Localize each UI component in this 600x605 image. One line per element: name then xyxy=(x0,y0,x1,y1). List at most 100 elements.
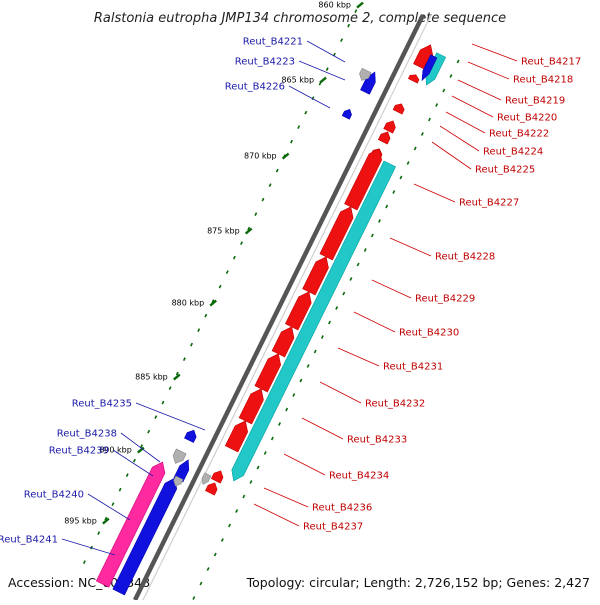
tick-label: 895 kbp xyxy=(64,517,97,526)
misc-feature-B4238[interactable] xyxy=(172,448,187,464)
leader-line-right xyxy=(301,417,344,440)
misc-feature-B4239[interactable] xyxy=(173,475,184,487)
minor-ticks-right xyxy=(420,132,424,136)
minor-ticks-right xyxy=(385,204,389,209)
minor-ticks-right xyxy=(399,175,403,180)
minor-ticks-left xyxy=(261,197,265,202)
minor-ticks-right xyxy=(278,422,281,426)
minor-ticks-right xyxy=(235,509,239,513)
leader-line-right xyxy=(413,183,456,203)
gene-label-right[interactable]: Reut_B4224 xyxy=(483,147,543,158)
major-tick xyxy=(244,227,253,235)
minor-ticks-left xyxy=(354,9,358,13)
minor-ticks-right xyxy=(392,190,396,194)
gene-label-left[interactable]: Reut_B4221 xyxy=(243,37,303,48)
gene-label-right[interactable]: Reut_B4225 xyxy=(475,165,535,176)
minor-ticks-left xyxy=(218,284,222,289)
gene-label-right[interactable]: Reut_B4232 xyxy=(365,399,425,410)
pseudo-gene-B4241[interactable] xyxy=(95,461,166,588)
gene-label-right[interactable]: Reut_B4228 xyxy=(435,252,495,263)
leader-line-right xyxy=(471,43,518,62)
minor-ticks-right xyxy=(442,88,446,93)
minor-ticks-right xyxy=(370,233,374,238)
tick-label: 885 kbp xyxy=(135,373,168,382)
leader-line-right xyxy=(283,453,326,476)
forward-gene-15[interactable] xyxy=(210,470,224,484)
gene-label-left[interactable]: Reut_B4223 xyxy=(235,57,295,68)
leader-line-right xyxy=(457,79,502,101)
minor-ticks-left xyxy=(182,357,186,361)
minor-ticks-left xyxy=(304,110,308,115)
gene-label-left[interactable]: Reut_B4235 xyxy=(72,399,132,410)
minor-ticks-right xyxy=(313,349,317,354)
major-tick xyxy=(172,373,181,381)
gene-label-right[interactable]: Reut_B4233 xyxy=(347,435,407,446)
minor-ticks-left xyxy=(240,241,244,245)
minor-ticks-right xyxy=(263,451,267,455)
minor-ticks-right xyxy=(356,262,360,267)
tick-label: 870 kbp xyxy=(244,152,277,161)
minor-ticks-right xyxy=(299,378,303,383)
minor-ticks-left xyxy=(347,23,351,28)
forward-gene-4[interactable] xyxy=(383,120,396,134)
leader-line-left xyxy=(112,449,154,477)
reverse-gene-top-right[interactable] xyxy=(421,54,438,82)
major-tick xyxy=(281,152,290,160)
minor-ticks-right xyxy=(363,248,367,252)
forward-gene-14[interactable] xyxy=(224,420,249,453)
minor-ticks-right xyxy=(342,291,346,296)
gene-label-left[interactable]: Reut_B4239 xyxy=(49,446,109,457)
gene-label-left[interactable]: Reut_B4226 xyxy=(225,82,285,93)
minor-ticks-left xyxy=(111,502,115,506)
gene-label-right[interactable]: Reut_B4219 xyxy=(505,96,565,107)
tick-label: 880 kbp xyxy=(172,299,205,308)
gene-label-right[interactable]: Reut_B4230 xyxy=(399,328,459,339)
leader-line-right xyxy=(263,487,309,508)
gene-label-left[interactable]: Reut_B4241 xyxy=(0,535,58,546)
minor-ticks-left xyxy=(197,328,201,332)
gene-label-right[interactable]: Reut_B4236 xyxy=(312,503,372,514)
leader-line-left xyxy=(288,85,331,109)
minor-ticks-right xyxy=(192,596,196,600)
forward-gene-5[interactable] xyxy=(377,131,391,145)
gene-label-right[interactable]: Reut_B4217 xyxy=(521,57,581,68)
rna-feature-top[interactable] xyxy=(425,52,447,86)
minor-ticks-right xyxy=(435,103,439,107)
gene-label-right[interactable]: Reut_B4229 xyxy=(415,294,475,305)
minor-ticks-left xyxy=(140,444,144,448)
topology-text: Topology: circular; Length: 2,726,152 bp… xyxy=(246,575,590,590)
reverse-gene-B4240[interactable] xyxy=(112,477,178,596)
gene-label-right[interactable]: Reut_B4231 xyxy=(383,362,443,373)
misc-feature-B4236[interactable] xyxy=(201,472,212,485)
minor-ticks-left xyxy=(297,125,301,129)
gene-label-left[interactable]: Reut_B4238 xyxy=(57,429,117,440)
reverse-gene-B4235[interactable] xyxy=(184,429,197,443)
minor-ticks-left xyxy=(154,415,158,419)
misc-feature-B4221[interactable] xyxy=(359,67,372,81)
gene-label-right[interactable]: Reut_B4234 xyxy=(329,471,389,482)
leader-line-right xyxy=(451,95,494,118)
gene-label-right[interactable]: Reut_B4227 xyxy=(459,198,519,209)
leader-line-right xyxy=(319,381,362,404)
gene-label-left[interactable]: Reut_B4240 xyxy=(24,490,84,501)
forward-gene-2[interactable] xyxy=(407,74,420,84)
leader-line-right xyxy=(445,111,486,134)
forward-gene-3[interactable] xyxy=(392,103,405,115)
gene-label-right[interactable]: Reut_B4237 xyxy=(303,522,363,533)
reverse-gene-B4226[interactable] xyxy=(341,109,352,120)
rna-feature-long[interactable] xyxy=(231,160,397,482)
gene-label-right[interactable]: Reut_B4218 xyxy=(513,75,573,86)
minor-ticks-right xyxy=(220,538,224,542)
minor-ticks-left xyxy=(211,299,215,303)
gene-label-right[interactable]: Reut_B4220 xyxy=(497,113,557,124)
minor-ticks-left xyxy=(132,458,136,463)
leader-line-right xyxy=(389,237,432,257)
gene-features xyxy=(95,44,447,596)
minor-ticks-left xyxy=(268,183,272,187)
forward-gene-16[interactable] xyxy=(205,482,218,496)
gene-label-right[interactable]: Reut_B4222 xyxy=(489,129,549,140)
minor-ticks-right xyxy=(213,552,217,557)
major-tick xyxy=(319,76,327,84)
